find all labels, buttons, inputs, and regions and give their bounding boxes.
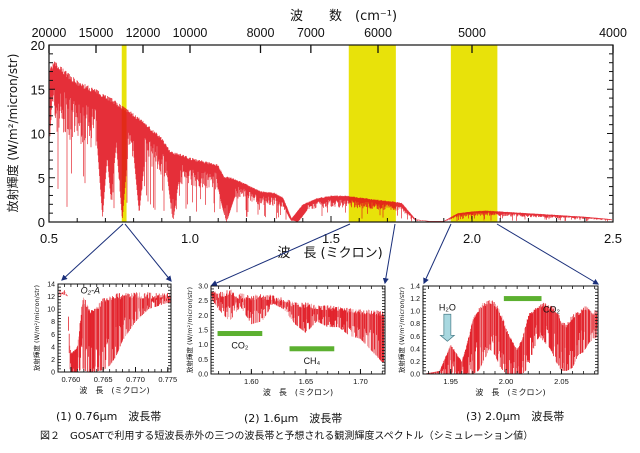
y-tick-label: 1.4 <box>410 284 420 291</box>
connector-arrow <box>210 223 351 286</box>
connector-arrow <box>382 223 396 285</box>
top-tick-label: 6000 <box>364 26 392 40</box>
x-tick-label: 2.5 <box>604 231 622 246</box>
top-tick-label: 4000 <box>599 26 627 40</box>
x-tick-label: 0.5 <box>40 231 58 246</box>
connector-arrow <box>124 223 172 282</box>
x-tick-label: 0.770 <box>126 375 145 384</box>
x-tick-label: 1.60 <box>244 377 259 386</box>
connector-arrow <box>423 223 452 285</box>
panel-band16: 1.60 1.65 1.70 0.0 0.5 1.0 1.5 2.0 2.5 3.0 波 長 (ミク… <box>185 284 386 397</box>
y-tick-label: 0 <box>38 215 45 230</box>
y-tick-label: 0.2 <box>410 359 420 366</box>
y-tick-label: 0.5 <box>198 357 208 364</box>
x-tick-label: 1.65 <box>299 377 314 386</box>
y-tick-label: 0.0 <box>410 372 420 379</box>
top-axis-label: 波 数 (cm⁻¹) <box>290 9 397 24</box>
y-tick-label: 0.4 <box>410 346 420 353</box>
figure-caption: 図２ GOSATで利用する短波長赤外の三つの波長帯と予想される観測輝度スペクトル… <box>40 431 534 442</box>
panel-spectrum-series <box>423 300 598 374</box>
x-tick-label: 0.765 <box>94 375 113 384</box>
panel-spectrum-series <box>58 290 171 372</box>
x-tick-label: 1.5 <box>322 231 340 246</box>
x-tick-label: 0.775 <box>158 375 177 384</box>
highlight-band-3 <box>450 45 498 222</box>
gas-band-label: CO₂ <box>543 305 561 315</box>
y-tick-label: 1.0 <box>410 309 420 316</box>
x-axis-label: 波 長 (ミクロン) <box>263 387 333 397</box>
gas-band-bar <box>289 346 335 352</box>
x-tick-label: 2.0 <box>463 231 481 246</box>
y-tick-label: 10 <box>47 307 55 314</box>
y-tick-label: 2.0 <box>198 313 208 320</box>
top-tick-label: 5000 <box>458 26 486 40</box>
caption-panel-3: (3) 2.0μm 波長帯 <box>466 410 565 423</box>
y-tick-label: 10 <box>31 127 45 142</box>
x-tick-label: 1.0 <box>181 231 199 246</box>
y-tick-label: 15 <box>31 82 45 97</box>
main-spectrum-series <box>49 61 612 222</box>
connector-arrow <box>496 223 600 285</box>
y-tick-label: 0.8 <box>410 321 420 328</box>
y-tick-label: 8 <box>51 319 55 326</box>
y-tick-label: 1.0 <box>198 342 208 349</box>
annotation-label: O₂-A <box>81 285 100 295</box>
y-tick-label: 2 <box>51 357 55 364</box>
x-axis-label: 波 長 (ミクロン) <box>475 387 545 397</box>
top-tick-label: 7000 <box>297 26 325 40</box>
panel-o2a: 0.760 0.765 0.770 0.775 0 2 4 6 8 10 12 14 波 長 (ミクロン… <box>32 282 177 396</box>
top-tick-label: 12000 <box>126 26 161 40</box>
gas-band-label: CO₂ <box>231 341 249 351</box>
x-axis-label: 波 長 (ミクロン) <box>79 385 149 395</box>
top-tick-label: 20000 <box>32 26 67 40</box>
x-tick-label: 2.05 <box>554 377 569 386</box>
y-tick-label: 4 <box>51 344 55 351</box>
panel-band20: 1.95 2.00 2.05 0.0 0.2 0.4 0.6 0.8 1.0 1.2 1.4 波 長 … <box>397 284 599 397</box>
top-tick-label: 8000 <box>247 26 275 40</box>
x-tick-label: 2.00 <box>499 377 514 386</box>
highlight-band-2 <box>348 45 396 222</box>
gas-band-bar <box>503 296 542 302</box>
x-axis-label: 波 長 (ミクロン) <box>277 246 382 261</box>
y-tick-label: 20 <box>31 38 45 53</box>
gas-band-bar <box>217 331 263 337</box>
y-tick-label: 3.0 <box>198 284 208 291</box>
down-arrow-icon <box>439 313 456 342</box>
y-tick-label: 0.0 <box>198 372 208 379</box>
connector-arrow <box>61 223 124 281</box>
y-tick-label: 1.5 <box>198 328 208 335</box>
y-tick-label: 0.6 <box>410 334 420 341</box>
top-tick-label: 10000 <box>173 26 208 40</box>
top-tick-label: 15000 <box>79 26 114 40</box>
y-axis-label: 放射輝度 (W/m²/micron/str) <box>397 287 406 373</box>
y-tick-label: 14 <box>47 282 55 289</box>
y-tick-label: 1.2 <box>410 296 420 303</box>
y-tick-label: 2.5 <box>198 298 208 305</box>
caption-panel-2: (2) 1.6μm 波長帯 <box>244 412 343 425</box>
y-tick-label: 12 <box>47 294 55 301</box>
y-axis-label: 放射輝度 (W/m²/micron/str) <box>32 285 41 371</box>
y-tick-label: 6 <box>51 332 55 339</box>
connector-lines <box>61 223 600 286</box>
y-tick-label: 0 <box>51 370 55 377</box>
gas-band-label: CH₄ <box>304 356 321 366</box>
y-tick-label: 5 <box>38 171 45 186</box>
y-axis-label: 放射輝度 (W/m²/micron/str) <box>185 287 194 373</box>
x-tick-label: 1.70 <box>353 377 368 386</box>
x-tick-label: 1.95 <box>443 377 458 386</box>
x-tick-label: 0.760 <box>62 375 81 384</box>
caption-panel-1: (1) 0.76μm 波長帯 <box>56 410 162 423</box>
arrow-label: H₂O <box>439 302 456 312</box>
y-axis-label: 放射輝度 (W/m²/micron/str) <box>5 54 20 213</box>
